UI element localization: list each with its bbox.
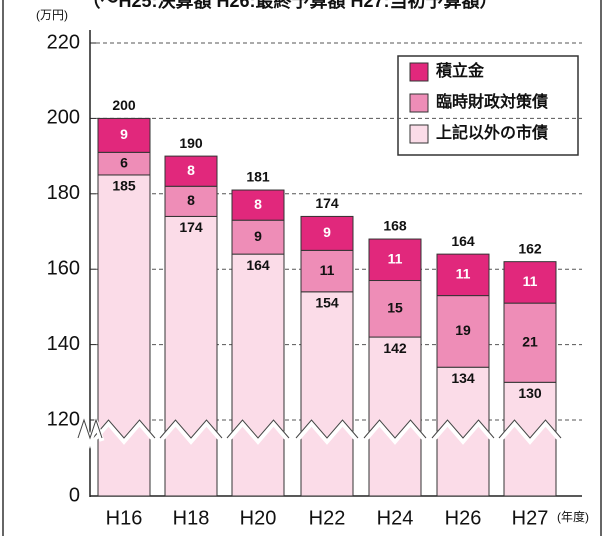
x-tick-label: H22 (309, 507, 346, 529)
axis-break-edge (498, 419, 562, 439)
bar-segment (368, 280, 422, 338)
axis-break-edge (92, 419, 156, 439)
y-tick-label: 180 (47, 182, 80, 204)
y-tick-label: 200 (47, 107, 80, 129)
bar-segment (503, 261, 557, 304)
total-label: 190 (179, 135, 203, 151)
bar-segment (436, 295, 490, 368)
segment-label: 142 (383, 340, 407, 356)
segment-label: 8 (187, 192, 195, 208)
total-label: 164 (451, 233, 475, 249)
axis-break-edge (226, 419, 290, 439)
segment-label: 11 (456, 266, 471, 282)
segment-label: 15 (387, 299, 403, 315)
x-tick-label: H26 (445, 507, 482, 529)
segment-label: 11 (320, 262, 335, 278)
axis-break (158, 419, 224, 445)
segment-label: 9 (323, 224, 331, 240)
axis-break-edge (363, 419, 427, 439)
axis-break (294, 419, 360, 445)
y-unit: (万円) (36, 8, 68, 22)
bar-segment (368, 238, 422, 282)
segment-label: 11 (388, 250, 403, 266)
y-tick-label: 140 (47, 333, 80, 355)
bar-segment (164, 215, 218, 497)
legend-label: 積立金 (435, 61, 485, 80)
total-label: 181 (246, 169, 270, 185)
segment-label: 154 (315, 295, 339, 311)
segment-label: 9 (120, 126, 128, 142)
bar-segment (164, 155, 218, 187)
segment-label: 174 (179, 219, 203, 235)
bar-segment (97, 174, 151, 497)
total-label: 162 (518, 240, 542, 256)
legend-swatch (409, 93, 429, 113)
x-tick-label: H24 (377, 507, 414, 529)
segment-label: 19 (455, 322, 471, 338)
bar-segment (368, 336, 422, 497)
segment-label: 8 (254, 196, 262, 212)
bar-segment (300, 291, 354, 497)
axis-break (75, 415, 105, 449)
segment-label: 11 (523, 273, 538, 289)
axis-break-edge (295, 419, 359, 439)
bar-segment (164, 185, 218, 217)
axis-break (430, 419, 496, 445)
y-tick-label: 120 (47, 408, 80, 430)
legend-label: 臨時財政対策債 (436, 92, 548, 111)
x-tick-label: H18 (173, 507, 210, 529)
bar-segment (436, 253, 490, 297)
legend-swatch (409, 62, 429, 82)
axis-break (225, 419, 291, 445)
bar-segment (436, 366, 490, 497)
total-label: 174 (315, 195, 339, 211)
y-tick-label: 220 (47, 31, 80, 53)
segment-label: 8 (187, 162, 195, 178)
subtitle: （～H25:決算額 H26:最終予算額 H27:当初予算額） (82, 0, 497, 11)
y-tick-label: 0 (69, 484, 80, 506)
axis-break-edge (431, 419, 495, 439)
x-tick-label: H27 (512, 507, 549, 529)
bar-segment (97, 117, 151, 153)
legend-swatch (409, 124, 429, 144)
total-label: 200 (112, 97, 136, 113)
segment-label: 130 (518, 385, 542, 401)
bar-segment (300, 215, 354, 251)
bar-segment (231, 219, 285, 255)
segment-label: 164 (246, 257, 270, 273)
x-tick-label: H20 (240, 507, 277, 529)
total-label: 168 (383, 218, 407, 234)
y-tick-label: 160 (47, 257, 80, 279)
segment-label: 185 (112, 178, 136, 194)
x-tick-label: H16 (106, 507, 143, 529)
axis-break (497, 419, 563, 445)
bar-segment (231, 253, 285, 497)
segment-label: 9 (254, 228, 262, 244)
x-unit: (年度) (557, 509, 589, 524)
legend-label: 上記以外の市債 (436, 123, 548, 142)
bar-segment (231, 189, 285, 221)
axis-break-edge (159, 419, 223, 439)
axis-break-edge (77, 418, 103, 440)
axis-break (362, 419, 428, 445)
axis-break (91, 419, 157, 445)
segment-label: 21 (522, 333, 538, 349)
segment-label: 134 (451, 370, 475, 386)
bar-segment (503, 302, 557, 383)
segment-label: 6 (120, 154, 128, 170)
